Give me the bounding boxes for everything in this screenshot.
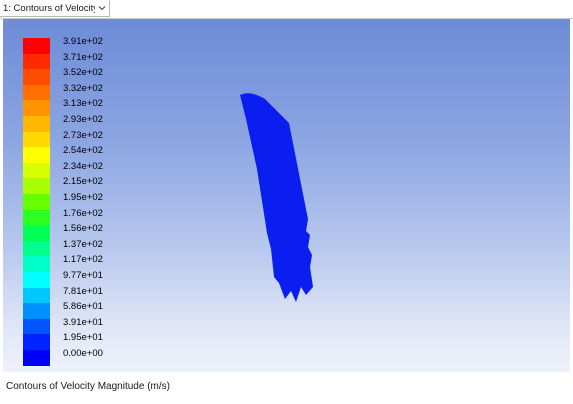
legend-swatch [23,162,50,179]
graphics-viewport[interactable]: 3.91e+02 3.71e+02 3.52e+02 3.32e+02 3.13e+02… [3,19,570,372]
legend-label: 2.34e+02 [63,160,103,172]
legend-swatch [23,84,50,101]
legend-swatch [23,194,50,210]
legend-label: 2.93e+02 [63,114,103,125]
legend-label: 3.71e+02 [63,51,103,63]
legend-label: 3.32e+02 [63,82,103,94]
legend-label: 3.91e+02 [63,36,103,47]
legend-swatch [23,178,50,195]
legend-label: 1.76e+02 [63,207,103,219]
tab-bar: 1: Contours of Velocity Magn [0,0,573,19]
legend-swatch [23,100,50,117]
legend-label: 7.81e+01 [63,285,103,297]
legend-swatch [23,287,50,304]
legend-label: 2.15e+02 [63,176,103,188]
legend-swatch [23,350,50,366]
legend-label: 2.54e+02 [63,145,103,157]
legend-swatch [23,303,50,320]
legend-label: 3.91e+01 [63,316,103,328]
legend-label: 5.86e+01 [63,301,103,313]
legend-swatch [23,38,50,54]
legend-label: 9.77e+01 [63,270,103,281]
legend-swatch [23,147,50,164]
tab-contours-velocity[interactable]: 1: Contours of Velocity Magn [0,0,110,17]
legend-swatch [23,225,50,242]
legend-label: 3.13e+02 [63,98,103,110]
legend-label: 3.52e+02 [63,67,103,79]
legend-label: 1.95e+02 [63,192,103,203]
legend-label: 1.56e+02 [63,223,103,235]
legend-label: 2.73e+02 [63,129,103,141]
tab-label: 1: Contours of Velocity Magn [3,2,95,14]
legend-label: 1.95e+01 [63,332,103,344]
chevron-down-icon[interactable] [97,3,107,13]
blade-geometry [240,93,313,302]
legend-label: 1.17e+02 [63,254,103,266]
legend-swatch [23,116,50,132]
caption-area [3,372,570,404]
legend-swatch [23,209,50,226]
legend-swatch [23,256,50,273]
legend-label: 1.37e+02 [63,238,103,250]
legend-swatch [23,69,50,86]
plot-caption: Contours of Velocity Magnitude (m/s) [6,381,170,392]
legend-swatch [23,53,50,70]
legend-swatch [23,318,50,335]
legend-swatch [23,272,50,288]
legend-label: 0.00e+00 [63,348,103,359]
legend-swatch [23,131,50,148]
legend-swatch [23,240,50,257]
geometry-contour-model [240,93,313,302]
legend-swatch [23,334,50,351]
